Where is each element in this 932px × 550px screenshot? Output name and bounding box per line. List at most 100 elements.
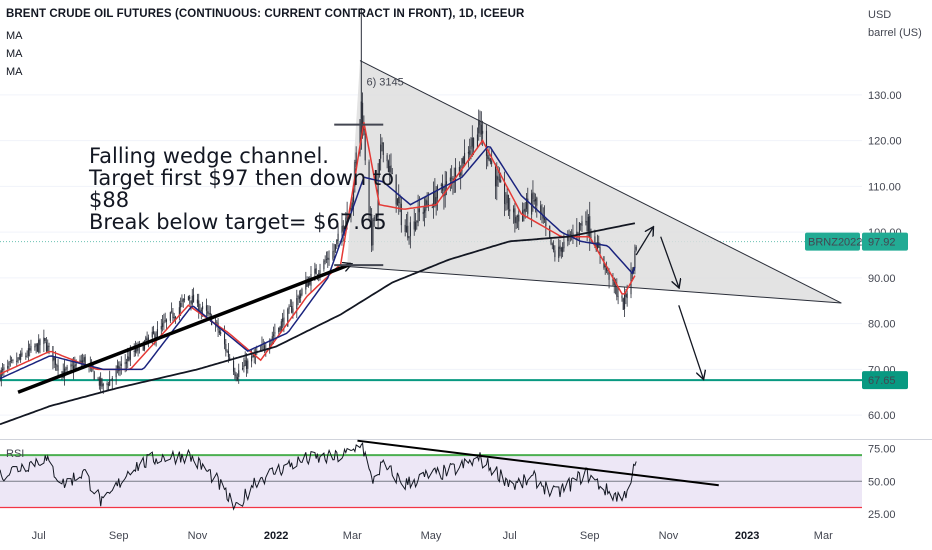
wedge-lower-line bbox=[347, 265, 842, 304]
candle-body bbox=[288, 306, 290, 310]
candle-body bbox=[164, 320, 166, 322]
candle-body bbox=[305, 280, 307, 290]
candle-body bbox=[631, 269, 633, 271]
candle-body bbox=[173, 317, 175, 319]
candle-body bbox=[363, 128, 365, 135]
candle-body bbox=[279, 326, 281, 331]
candle-body bbox=[585, 221, 587, 223]
candle-body bbox=[236, 377, 238, 380]
candle-body bbox=[306, 280, 308, 287]
candle-body bbox=[426, 200, 428, 205]
time-tick-label-5: May bbox=[421, 530, 442, 542]
candle-body bbox=[341, 226, 343, 233]
candle-body bbox=[414, 222, 417, 231]
candle-body bbox=[75, 363, 77, 366]
candle-body bbox=[254, 353, 257, 356]
candle-body bbox=[518, 214, 520, 222]
candle-body bbox=[16, 360, 18, 363]
candle-body bbox=[278, 327, 280, 332]
candle-body bbox=[74, 364, 76, 370]
candle-body bbox=[516, 216, 519, 217]
candle-body bbox=[624, 294, 626, 309]
candle-body bbox=[467, 151, 469, 154]
candle-body bbox=[187, 296, 189, 301]
candle-body bbox=[189, 296, 191, 300]
candle-body bbox=[488, 157, 490, 161]
candle-body bbox=[106, 383, 108, 386]
candle-body bbox=[251, 356, 253, 362]
candle-body bbox=[280, 321, 282, 332]
time-tick-label-2: Nov bbox=[188, 530, 208, 542]
candle-body bbox=[229, 357, 231, 360]
candle-body bbox=[238, 370, 240, 377]
candle-body bbox=[208, 312, 210, 315]
candle-body bbox=[587, 216, 589, 232]
candle-body bbox=[107, 384, 109, 386]
candle-body bbox=[12, 360, 14, 362]
candle-body bbox=[245, 360, 248, 369]
candle-body bbox=[334, 244, 337, 251]
price-tick-label-3: 90.00 bbox=[868, 273, 896, 285]
rsi-tick-label-1: 50.00 bbox=[868, 476, 896, 488]
candle-body bbox=[307, 280, 309, 286]
candle-body bbox=[93, 371, 95, 380]
candle-body bbox=[83, 357, 85, 362]
candle-body bbox=[396, 198, 398, 206]
moving-averages bbox=[0, 122, 636, 426]
candle-body bbox=[435, 197, 437, 207]
candle-body bbox=[422, 211, 424, 214]
candle-body bbox=[287, 309, 289, 327]
candle-body bbox=[616, 285, 618, 297]
indicator-ma-3: MA bbox=[6, 66, 23, 78]
candle-body bbox=[18, 357, 20, 359]
time-tick-label-9: 2023 bbox=[735, 530, 759, 542]
candle-body bbox=[462, 157, 464, 164]
candle-body bbox=[346, 213, 348, 218]
annotation-line-4: Break below target= $67.65 bbox=[89, 210, 387, 234]
candle-body bbox=[605, 265, 608, 271]
time-tick-label-6: Jul bbox=[503, 530, 517, 542]
candle-body bbox=[211, 315, 213, 326]
candle-body bbox=[172, 312, 174, 319]
candle-body bbox=[26, 355, 28, 357]
candle-body bbox=[489, 158, 491, 162]
candle-body bbox=[110, 379, 112, 381]
candle-body bbox=[355, 152, 357, 163]
candle-body bbox=[479, 120, 481, 126]
candle-body bbox=[578, 222, 580, 233]
candle-body bbox=[325, 258, 328, 260]
moving-average-3 bbox=[0, 222, 636, 426]
candle-body bbox=[389, 166, 391, 172]
candle-body bbox=[318, 273, 320, 276]
chart-title: BRENT CRUDE OIL FUTURES (CONTINUOUS: CUR… bbox=[6, 8, 525, 20]
candle-body bbox=[29, 348, 31, 351]
candle-body bbox=[399, 202, 401, 204]
candle-body bbox=[84, 356, 86, 366]
candle-body bbox=[65, 368, 67, 370]
candle-body bbox=[440, 184, 442, 186]
candle-body bbox=[54, 356, 57, 365]
candle-body bbox=[540, 205, 542, 215]
candle-body bbox=[337, 233, 339, 241]
candle-body bbox=[607, 269, 609, 272]
candle-body bbox=[569, 234, 571, 236]
candle-body bbox=[209, 312, 211, 315]
candle-body bbox=[554, 250, 556, 258]
candle-body bbox=[522, 210, 524, 222]
target-badge-box bbox=[862, 371, 908, 390]
candle-body bbox=[625, 294, 627, 298]
candle-body bbox=[120, 363, 122, 367]
candle-body bbox=[178, 307, 180, 316]
moving-average-2 bbox=[0, 145, 636, 380]
candle-body bbox=[38, 339, 40, 353]
candle-body bbox=[191, 295, 193, 305]
candle-body bbox=[408, 236, 410, 239]
candle-body bbox=[395, 174, 397, 205]
candle-body bbox=[359, 119, 361, 154]
candle-body bbox=[381, 142, 383, 144]
candle-body bbox=[621, 295, 623, 299]
candle-body bbox=[70, 364, 72, 367]
candle-body bbox=[423, 209, 426, 213]
candle-body bbox=[614, 285, 617, 287]
candle-body bbox=[449, 177, 451, 182]
